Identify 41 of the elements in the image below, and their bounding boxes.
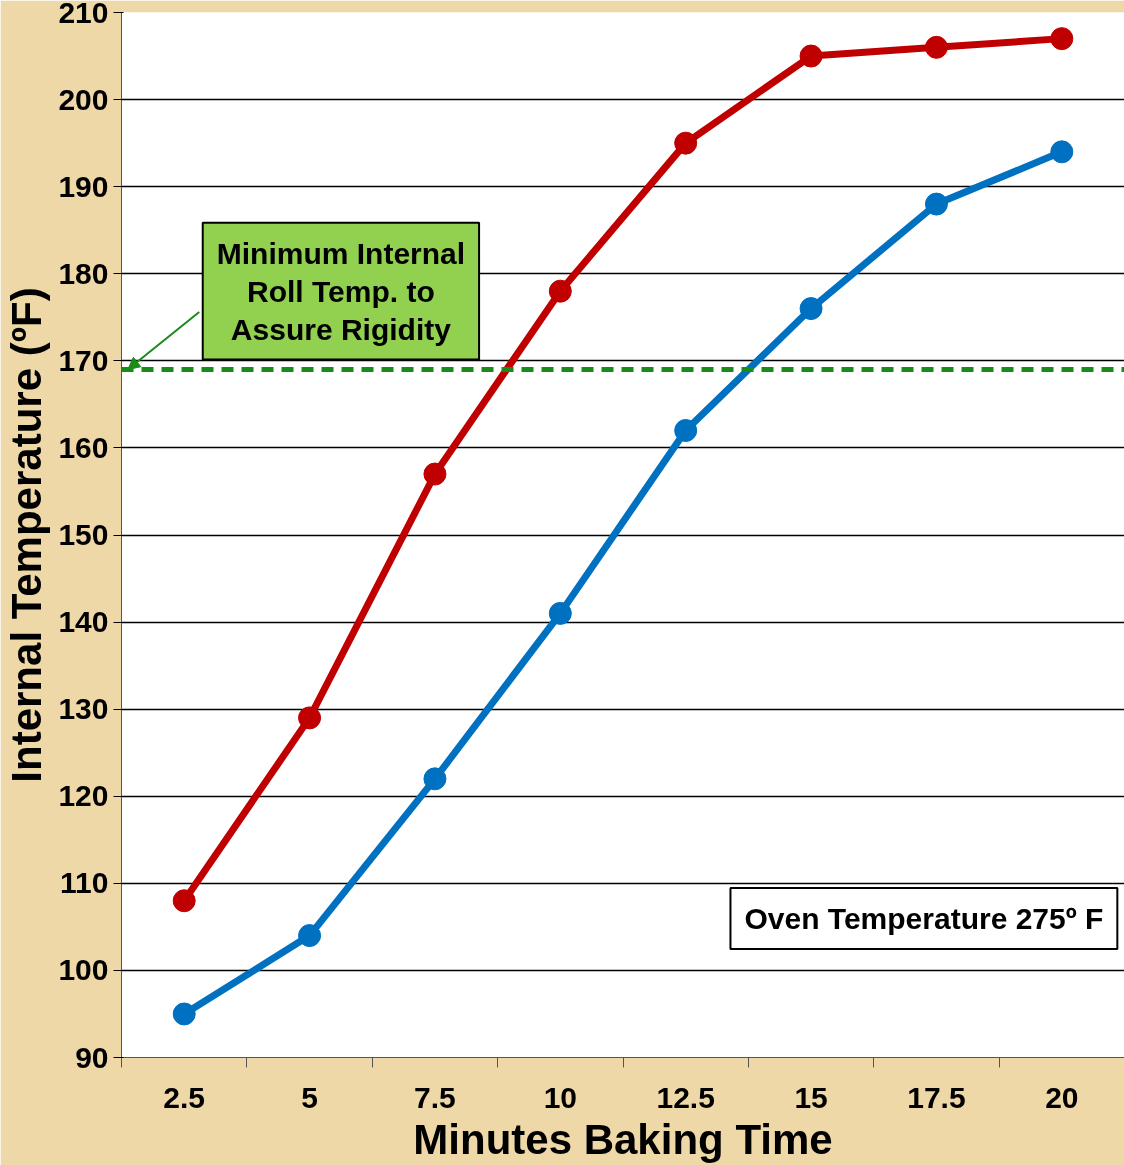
point xyxy=(924,192,948,216)
y-tick-label: 180 xyxy=(58,256,109,290)
y-tick-label: 110 xyxy=(60,866,109,900)
y-tick-label: 210 xyxy=(58,0,109,29)
y-tick-label: 190 xyxy=(58,169,109,203)
point xyxy=(674,131,698,155)
point xyxy=(799,44,823,68)
x-tick-label: 7.5 xyxy=(414,1080,456,1114)
y-tick-label: 170 xyxy=(58,343,109,377)
point xyxy=(172,889,196,913)
annotation: Oven Temperature 275º F xyxy=(744,902,1104,936)
point xyxy=(799,297,823,321)
ref-line-label: Minimum Internal Roll Temp. to Assure Rigidity xyxy=(216,236,466,346)
point xyxy=(548,279,572,303)
point xyxy=(423,767,447,791)
y-tick-label: 150 xyxy=(58,518,109,551)
x-tick-label: 12.5 xyxy=(656,1080,715,1114)
point xyxy=(423,462,447,486)
y-tick-label: 100 xyxy=(58,953,109,987)
x-tick-label: 2.5 xyxy=(163,1080,206,1114)
point xyxy=(924,35,948,59)
y-tick-label: 120 xyxy=(58,779,109,813)
y-axis-title: Internal Temperature (ºF) xyxy=(3,287,51,783)
point xyxy=(674,419,698,442)
y-tick-label: 160 xyxy=(58,430,109,464)
point xyxy=(298,706,322,730)
x-tick-label: 15 xyxy=(794,1080,828,1114)
x-tick-label: 5 xyxy=(301,1080,318,1114)
x-tick-label: 20 xyxy=(1045,1080,1079,1114)
point xyxy=(172,1002,196,1026)
x-axis-title: Minutes Baking Time xyxy=(413,1115,833,1163)
point xyxy=(1050,140,1074,164)
y-tick-label: 140 xyxy=(58,605,109,639)
point xyxy=(298,924,322,948)
point xyxy=(1050,27,1074,51)
x-tick-label: 10 xyxy=(543,1080,577,1114)
y-tick-label: 90 xyxy=(75,1040,109,1074)
y-tick-label: 200 xyxy=(58,82,109,116)
x-tick-label: 17.5 xyxy=(907,1080,966,1114)
y-tick-label: 130 xyxy=(58,692,109,726)
point xyxy=(548,601,572,625)
